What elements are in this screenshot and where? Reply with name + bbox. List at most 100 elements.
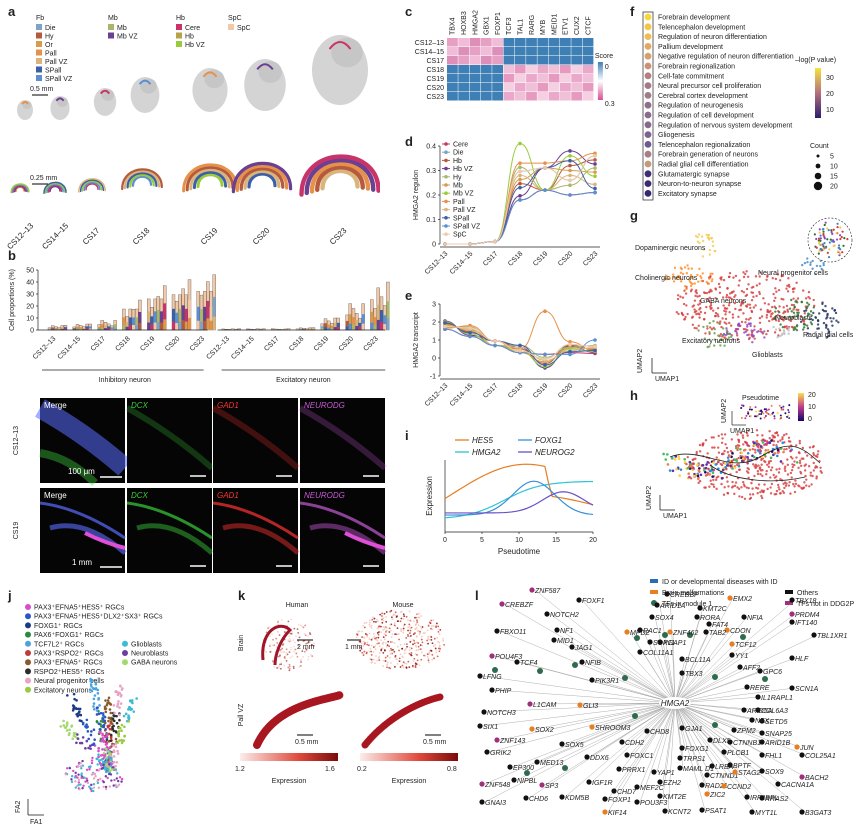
inset-point: [822, 230, 825, 233]
tissue-signal: [39, 449, 98, 486]
spatial-spot: [403, 662, 406, 665]
heatmap-cell: [582, 38, 594, 47]
cell-point: [74, 771, 77, 775]
inset-point: [828, 241, 831, 244]
legend-swatch: [36, 66, 42, 73]
spatial-spot: [355, 636, 358, 639]
y-tick-label: 0: [30, 328, 34, 335]
series-point: [593, 338, 597, 342]
gene-label: FBXO11: [500, 629, 526, 636]
y-axis-label: HMGA2 transcript: [413, 312, 420, 368]
cell-point: [714, 314, 717, 318]
inset-point: [841, 251, 844, 254]
cell-point: [791, 463, 794, 466]
cell-point: [92, 743, 95, 746]
spatial-spot: [413, 642, 416, 645]
bar-segment: [206, 300, 210, 330]
inset-point: [839, 226, 842, 229]
gene-label: CREBBP: [670, 592, 699, 599]
bar-segment: [299, 328, 303, 330]
cell-point: [92, 702, 96, 705]
spatial-spot: [416, 613, 419, 616]
network-edge: [516, 702, 676, 781]
spatial-spot: [415, 649, 418, 652]
cell-point: [822, 321, 826, 325]
spatial-spot: [364, 642, 366, 644]
spatial-spot: [375, 637, 378, 639]
cell-point: [724, 313, 727, 316]
cell-point: [685, 287, 688, 290]
section-region: [121, 168, 163, 191]
spatial-spot: [408, 646, 411, 649]
pseudotime-point: [720, 477, 724, 480]
cell-point: [116, 785, 119, 788]
cell-point: [676, 297, 680, 301]
cell-point: [706, 345, 709, 349]
embryo-region: [256, 63, 274, 71]
bar-segment: [256, 329, 259, 330]
gene-node: [699, 807, 705, 813]
cell-point: [680, 311, 684, 315]
cell-point: [721, 327, 725, 330]
cell-point: [91, 679, 94, 682]
cell-point: [785, 304, 789, 308]
cell-point: [790, 468, 794, 472]
bar-segment: [209, 320, 213, 330]
bar-segment: [122, 317, 126, 330]
spatial-spot: [409, 627, 411, 630]
cell-point: [782, 433, 786, 437]
gene-node: [589, 724, 595, 730]
spatial-spot: [363, 640, 365, 643]
cell-point: [775, 475, 778, 478]
pseudotime-point: [729, 464, 733, 468]
spatial-spot: [414, 628, 417, 630]
gene-label: CUX2: [574, 16, 581, 35]
gene-node: [759, 739, 765, 745]
cell-point: [111, 717, 115, 720]
gene-label: TAL1: [517, 19, 524, 35]
cell-point: [65, 767, 69, 770]
cell-point: [756, 434, 759, 437]
cell-point: [757, 483, 761, 486]
cell-point: [117, 700, 120, 703]
micrograph: [213, 398, 298, 483]
cell-point: [96, 706, 99, 709]
spatial-spot: [293, 650, 296, 653]
cell-point: [774, 307, 778, 310]
cell-point: [64, 773, 68, 776]
spatial-spot: [386, 644, 389, 647]
cell-point: [738, 308, 741, 312]
cell-point: [91, 756, 94, 760]
bar-segment: [352, 324, 355, 330]
spatial-spot: [312, 644, 315, 647]
cell-point: [814, 454, 818, 458]
spatial-spot: [410, 647, 413, 650]
bar-segment: [352, 317, 355, 330]
gene-node: [704, 772, 710, 778]
spatial-spot: [408, 623, 411, 626]
spatial-spot: [385, 616, 387, 618]
gene-label: COL11A1: [643, 650, 673, 657]
cell-point: [772, 325, 775, 329]
pseudotime-point: [733, 458, 737, 461]
inset-point: [819, 234, 822, 237]
spatial-spot: [282, 651, 285, 654]
cell-point: [81, 759, 84, 763]
gene-node: [706, 621, 712, 627]
spatial-spot: [393, 665, 396, 668]
heatmap-cell: [571, 74, 583, 83]
network-edge: [607, 702, 676, 800]
cell-point: [746, 325, 749, 328]
spatial-spot: [388, 631, 391, 633]
section-region: [123, 170, 161, 190]
spatial-spot: [369, 625, 371, 628]
spatial-spot: [381, 618, 383, 621]
spatial-spot: [313, 642, 315, 645]
cell-point: [784, 469, 787, 473]
cell-point: [775, 492, 778, 496]
inset-point: [836, 226, 839, 229]
spatial-spot: [269, 635, 271, 638]
bar-segment: [184, 321, 188, 330]
cell-point: [744, 321, 747, 324]
bar-segment: [373, 324, 377, 330]
